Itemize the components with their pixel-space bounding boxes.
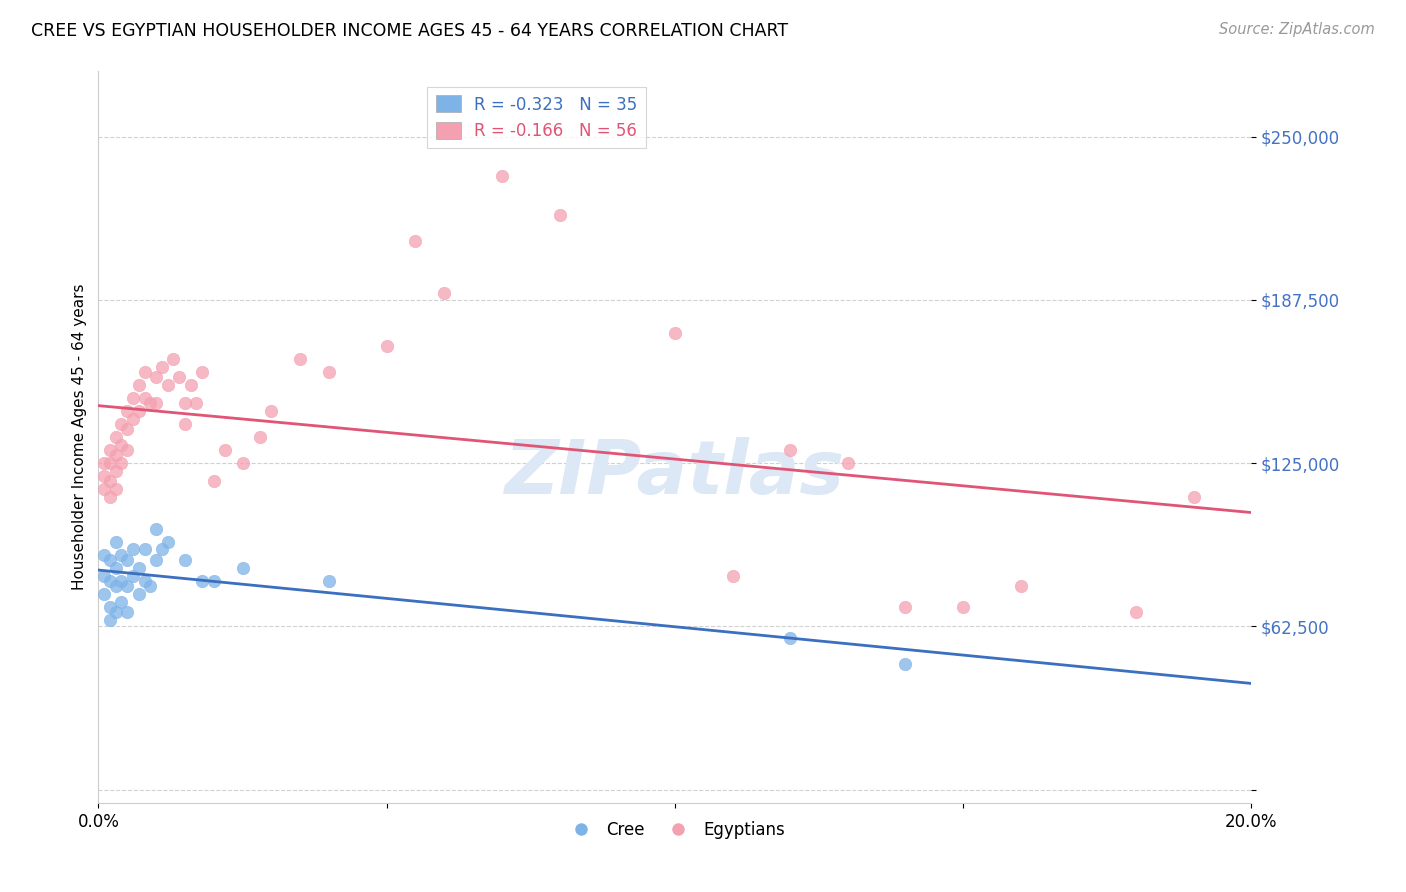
Point (128, 560, 150, 574)
Point (110, 438, 132, 452)
Point (93, 587, 115, 601)
Point (104, 483, 127, 497)
Point (117, 553, 139, 567)
Point (433, 286, 456, 301)
Y-axis label: Householder Income Ages 45 - 64 years: Householder Income Ages 45 - 64 years (72, 284, 87, 591)
Point (721, 568, 744, 582)
Point (167, 370, 190, 384)
Point (117, 605, 139, 619)
Point (98, 443, 121, 458)
Point (318, 365, 340, 379)
Point (117, 579, 139, 593)
Point (1010, 579, 1032, 593)
Point (894, 599, 917, 614)
Point (290, 351, 312, 366)
Point (491, 169, 513, 183)
Point (837, 456, 859, 470)
Point (174, 417, 197, 431)
Point (249, 430, 271, 444)
Point (214, 443, 236, 458)
Point (122, 568, 145, 582)
Point (128, 377, 150, 392)
Point (186, 396, 208, 410)
Legend: Cree, Egyptians: Cree, Egyptians (558, 814, 792, 846)
Point (191, 365, 214, 379)
Point (1125, 605, 1147, 619)
Point (174, 396, 197, 410)
Point (98, 599, 121, 614)
Point (104, 464, 127, 478)
Point (93, 469, 115, 483)
Point (93, 456, 115, 470)
Point (1182, 490, 1205, 504)
Point (150, 359, 173, 374)
Point (779, 443, 801, 458)
Point (375, 338, 398, 352)
Point (664, 326, 686, 340)
Point (93, 483, 115, 497)
Point (174, 553, 197, 567)
Point (260, 404, 283, 418)
Point (98, 475, 121, 489)
Point (122, 542, 145, 557)
Point (156, 534, 179, 549)
Point (231, 456, 254, 470)
Point (104, 448, 127, 462)
Point (104, 560, 127, 574)
Point (952, 599, 974, 614)
Point (93, 548, 115, 562)
Point (117, 422, 139, 436)
Point (98, 490, 121, 504)
Point (110, 548, 132, 562)
Point (134, 542, 156, 557)
Point (145, 370, 167, 384)
Point (104, 534, 127, 549)
Point (405, 234, 427, 248)
Point (894, 657, 917, 672)
Point (110, 456, 132, 470)
Point (202, 574, 225, 588)
Point (122, 391, 145, 405)
Point (110, 574, 132, 588)
Point (98, 613, 121, 627)
Point (117, 443, 139, 458)
Point (156, 377, 179, 392)
Point (134, 391, 156, 405)
Point (180, 377, 202, 392)
Point (145, 553, 167, 567)
Point (128, 404, 150, 418)
Point (98, 553, 121, 567)
Point (134, 365, 156, 379)
Point (145, 521, 167, 535)
Point (548, 208, 571, 222)
Point (779, 632, 801, 646)
Point (98, 574, 121, 588)
Point (202, 475, 225, 489)
Point (134, 574, 156, 588)
Point (150, 542, 173, 557)
Point (318, 574, 340, 588)
Point (104, 430, 127, 444)
Point (93, 568, 115, 582)
Text: CREE VS EGYPTIAN HOUSEHOLDER INCOME AGES 45 - 64 YEARS CORRELATION CHART: CREE VS EGYPTIAN HOUSEHOLDER INCOME AGES… (31, 22, 787, 40)
Point (110, 594, 132, 608)
Point (128, 587, 150, 601)
Point (231, 560, 254, 574)
Point (145, 396, 167, 410)
Point (139, 579, 162, 593)
Point (104, 579, 127, 593)
Point (117, 404, 139, 418)
Point (139, 396, 162, 410)
Point (110, 417, 132, 431)
Point (162, 351, 184, 366)
Text: ZIPatlas: ZIPatlas (505, 437, 845, 510)
Point (104, 605, 127, 619)
Text: Source: ZipAtlas.com: Source: ZipAtlas.com (1219, 22, 1375, 37)
Point (98, 456, 121, 470)
Point (191, 574, 214, 588)
Point (122, 412, 145, 426)
